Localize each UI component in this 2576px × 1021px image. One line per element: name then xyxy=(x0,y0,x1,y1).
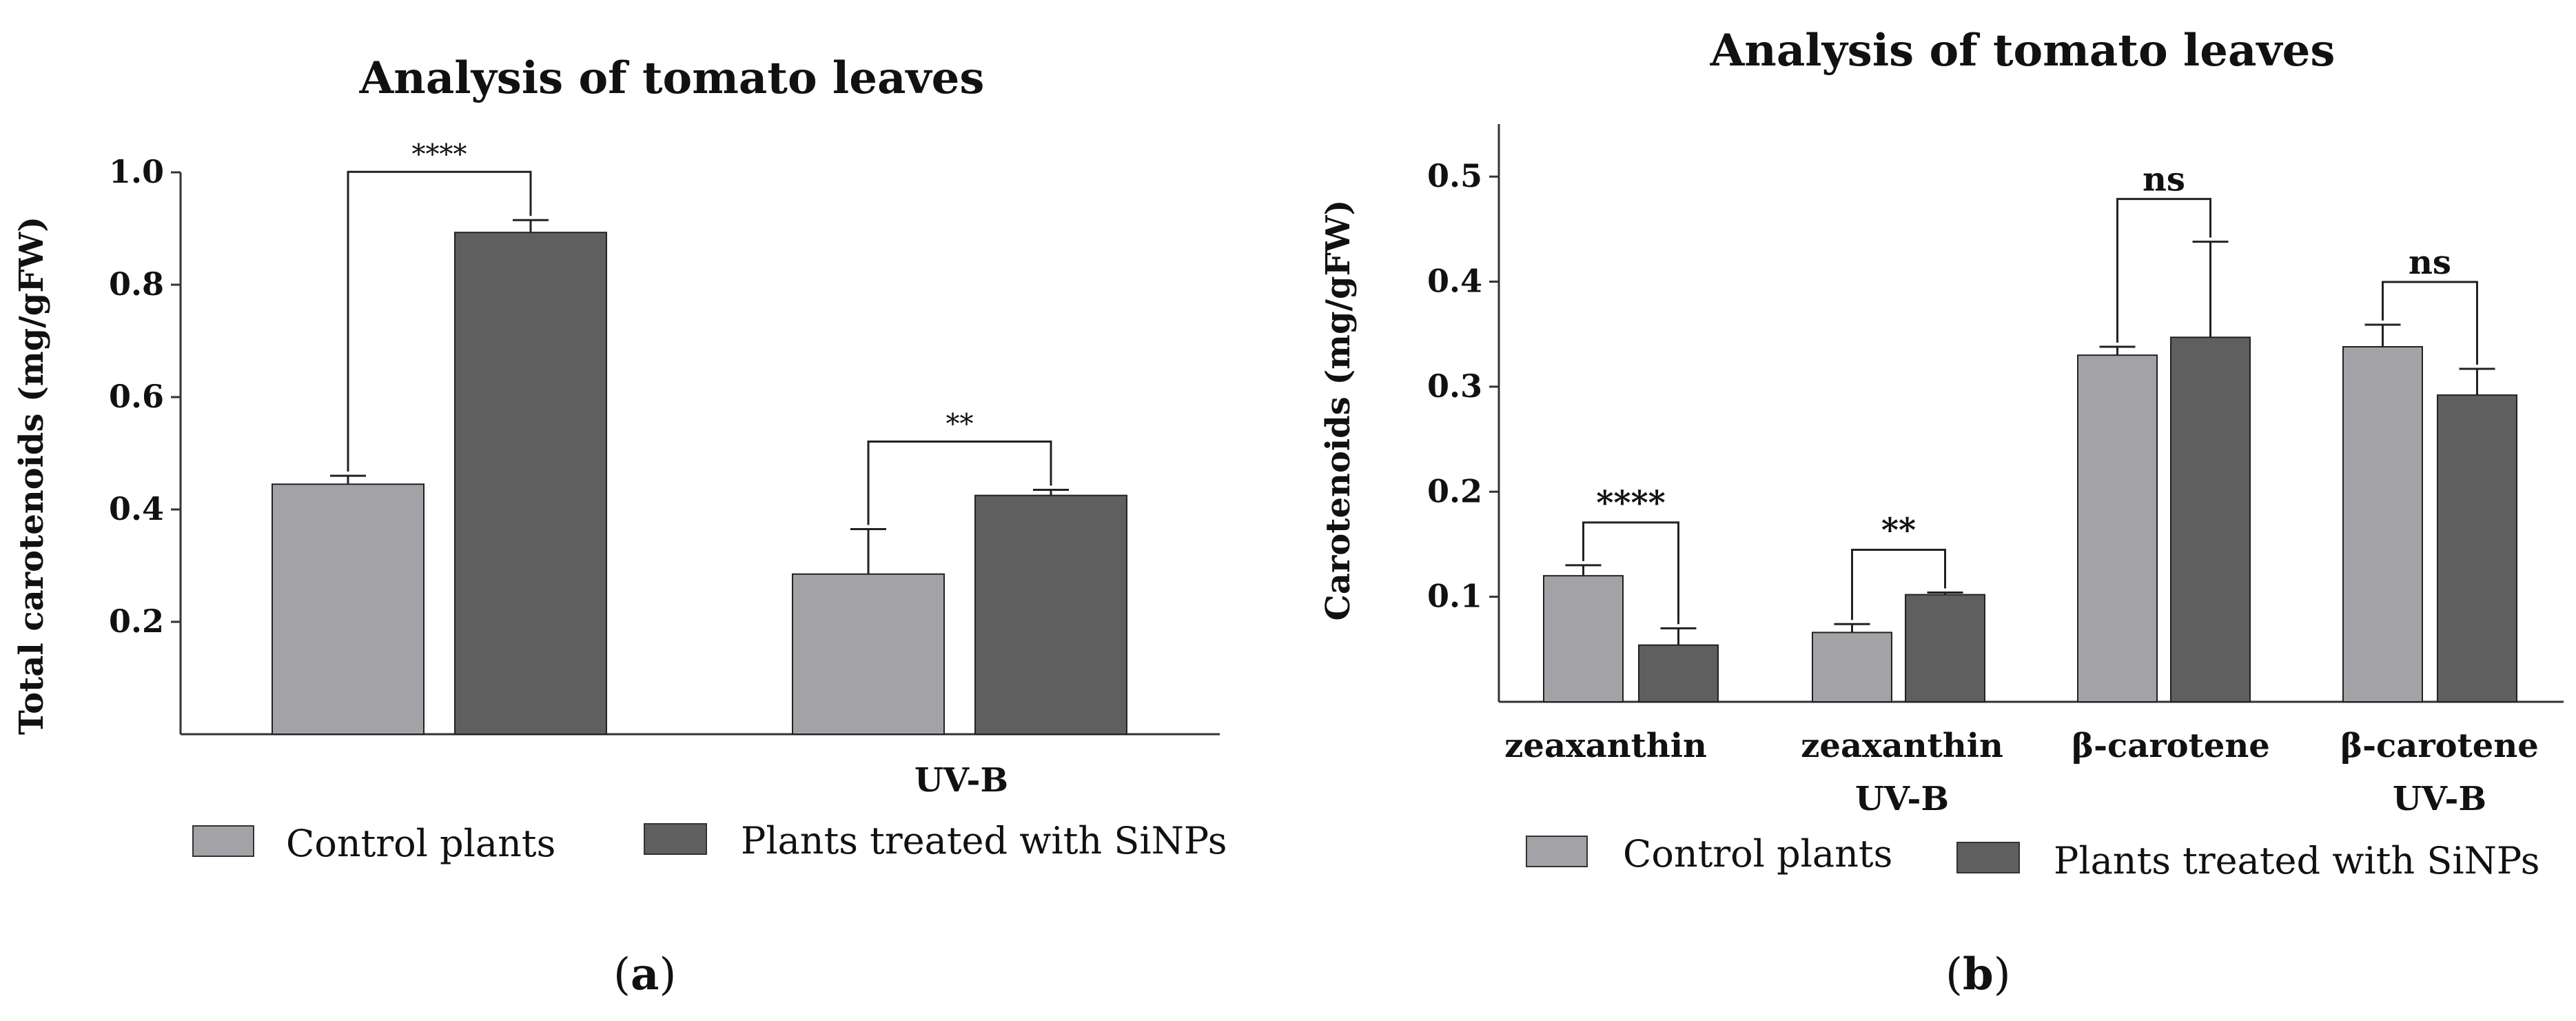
chart-b-category-2-sub: UV-B xyxy=(1855,780,1949,818)
chart-b-bar-control-2 xyxy=(1812,631,1892,702)
chart-b-bar-treated-1 xyxy=(1638,644,1719,702)
chart-a-ytick-label-1: 0.2 xyxy=(109,603,164,640)
chart-b-categories: zeaxanthin zeaxanthin UV-B β-carotene β-… xyxy=(1504,727,2539,818)
chart-a-bar-control-2 xyxy=(792,573,945,735)
chart-b-sig-label-3: ns xyxy=(2143,161,2185,199)
chart-a-ytick-label-5: 1.0 xyxy=(109,153,164,190)
legend-b-control-label: Control plants xyxy=(1623,832,1892,876)
chart-b-legend: Control plants Plants treated with SiNPs xyxy=(1526,832,2539,882)
chart-b-bar-treated-4 xyxy=(2437,394,2517,703)
chart-b-ylabel: Carotenoids (mg/gFW) xyxy=(1319,200,1358,621)
legend-a-treated-swatch xyxy=(644,823,707,855)
chart-b-sig-bracket-4 xyxy=(2382,281,2478,365)
chart-b-bar-control-3 xyxy=(2077,354,2158,702)
panel-label-b: (b) xyxy=(1945,949,2011,1000)
chart-b-ytick-label-4: 0.4 xyxy=(1427,263,1482,300)
chart-a: Analysis of tomato leaves Total caroteno… xyxy=(12,52,1227,1000)
chart-b-sig-bracket-1 xyxy=(1582,521,1679,625)
chart-b-bar-treated-2 xyxy=(1905,594,1985,703)
legend-b-treated-label: Plants treated with SiNPs xyxy=(2054,839,2539,882)
legend-b-treated-swatch xyxy=(1956,842,2020,873)
chart-b-sig-label-4: ns xyxy=(2409,243,2451,282)
legend-a-control-swatch xyxy=(192,825,254,857)
chart-a-sig-bracket-1 xyxy=(347,170,532,472)
chart-a-title: Analysis of tomato leaves xyxy=(359,52,985,104)
chart-a-bar-control-1 xyxy=(272,483,425,735)
chart-a-category-label: UV-B xyxy=(914,761,1008,800)
chart-b-category-2: zeaxanthin xyxy=(1801,727,2003,765)
chart-b-sig-label-1: **** xyxy=(1596,484,1665,523)
chart-b-bar-control-4 xyxy=(2342,346,2423,702)
chart-b-ytick-label-3: 0.3 xyxy=(1427,367,1482,405)
chart-a-ytick-label-4: 0.8 xyxy=(109,265,164,303)
chart-b-category-4: β-carotene xyxy=(2340,727,2539,765)
chart-a-ylabel: Total carotenoids (mg/gFW) xyxy=(12,216,51,735)
chart-a-legend: Control plants Plants treated with SiNPs xyxy=(192,819,1227,865)
chart-a-ytick-label-3: 0.6 xyxy=(109,378,164,415)
legend-a-treated-label: Plants treated with SiNPs xyxy=(741,819,1227,862)
chart-b-sig-label-2: ** xyxy=(1881,512,1916,550)
chart-b-bar-treated-3 xyxy=(2170,336,2251,703)
chart-b-sig-bracket-2 xyxy=(1851,549,1946,620)
chart-b-ytick-label-5: 0.5 xyxy=(1427,157,1482,194)
legend-a-control-label: Control plants xyxy=(286,822,555,865)
chart-a-sig-bracket-2 xyxy=(867,440,1052,525)
chart-a-sig-label-1: **** xyxy=(412,139,467,170)
panel-label-a: (a) xyxy=(613,949,676,1000)
chart-b-bar-control-1 xyxy=(1543,575,1624,702)
chart-b-category-3: β-carotene xyxy=(2072,727,2270,765)
chart-a-sig-label-2: ** xyxy=(946,408,974,440)
chart-b-category-4-sub: UV-B xyxy=(2393,780,2486,818)
chart-a-ytick-label-2: 0.4 xyxy=(109,490,164,527)
chart-b-category-1: zeaxanthin xyxy=(1504,727,1707,765)
chart-b-title: Analysis of tomato leaves xyxy=(1710,25,2335,77)
legend-b-control-swatch xyxy=(1526,836,1588,867)
chart-b-ytick-label-1: 0.1 xyxy=(1427,578,1482,615)
chart-a-bar-treated-2 xyxy=(974,494,1127,735)
chart-b-ytick-label-2: 0.2 xyxy=(1427,472,1482,509)
chart-b: Analysis of tomato leaves Carotenoids (m… xyxy=(1319,25,2564,1000)
chart-a-bar-treated-1 xyxy=(454,232,607,735)
chart-b-sig-bracket-3 xyxy=(2116,198,2211,343)
